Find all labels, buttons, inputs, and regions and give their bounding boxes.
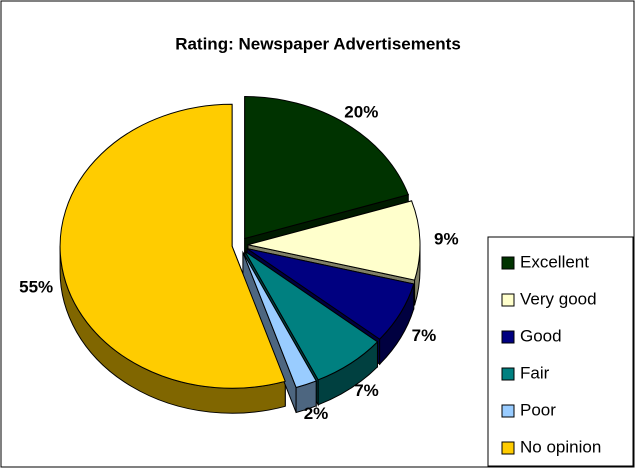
- data-label: 7%: [354, 381, 379, 400]
- slice: [247, 200, 421, 281]
- legend-swatch: [501, 367, 515, 381]
- data-label: 2%: [304, 404, 329, 423]
- legend-label: Poor: [520, 400, 556, 419]
- chart-title: Rating: Newspaper Advertisements: [175, 34, 461, 53]
- legend-label: Fair: [520, 363, 550, 382]
- legend-label: Very good: [520, 289, 597, 308]
- data-label: 9%: [434, 229, 459, 248]
- slice: [242, 252, 317, 389]
- legend-swatch: [501, 293, 515, 307]
- legend-swatch: [501, 256, 515, 270]
- legend-swatch: [501, 404, 515, 418]
- data-label: 20%: [344, 102, 378, 121]
- slice: [59, 103, 286, 389]
- legend-label: No opinion: [520, 437, 601, 456]
- slice: [246, 248, 415, 340]
- data-label: 55%: [19, 278, 53, 297]
- legend-swatch: [501, 330, 515, 344]
- slice: [244, 250, 379, 381]
- pie: [59, 96, 421, 414]
- data-label: 7%: [412, 326, 437, 345]
- legend-label: Good: [520, 326, 562, 345]
- legend: [487, 236, 634, 467]
- legend-swatch: [501, 441, 515, 455]
- slice: [244, 96, 409, 240]
- legend-label: Excellent: [520, 252, 589, 271]
